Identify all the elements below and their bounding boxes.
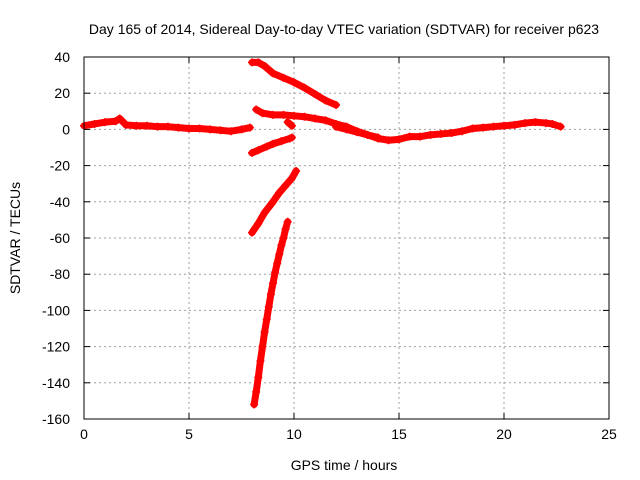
- chart-title: Day 165 of 2014, Sidereal Day-to-day VTE…: [89, 21, 599, 37]
- data-point: [556, 122, 565, 131]
- chart-tick-labels: 0 5 10 15 20 25 -160 -140 -120 -100 -80 -60 -40 -20 0 2…: [42, 49, 617, 442]
- chart-ticks: [83, 56, 610, 420]
- x-tick-label: 10: [286, 426, 302, 442]
- series-band: [322, 96, 340, 109]
- data-point: [245, 123, 254, 132]
- x-tick-label: 5: [185, 426, 193, 442]
- y-tick-label: -160: [42, 411, 70, 427]
- x-tick-label: 25: [601, 426, 617, 442]
- data-point: [332, 100, 340, 109]
- x-axis-label: GPS time / hours: [291, 457, 398, 473]
- data-point: [292, 167, 301, 176]
- series-lower-arc: [248, 133, 296, 157]
- series-short-segment: [283, 118, 296, 130]
- y-tick-label: -60: [50, 230, 70, 246]
- data-point: [283, 217, 292, 226]
- y-tick-label: -100: [42, 302, 70, 318]
- series-baseline-after-gap: [332, 118, 565, 145]
- y-tick-label: -140: [42, 375, 70, 391]
- x-tick-label: 0: [80, 426, 88, 442]
- x-tick-label: 20: [496, 426, 512, 442]
- series-baseline-before-gap: [80, 114, 254, 136]
- y-tick-label: -20: [50, 158, 70, 174]
- chart-points: [80, 58, 565, 409]
- data-point: [287, 121, 296, 130]
- series-upper-arc: [248, 58, 340, 109]
- y-tick-label: 0: [62, 121, 70, 137]
- y-tick-label: -80: [50, 266, 70, 282]
- y-tick-label: -40: [50, 194, 70, 210]
- series-steep-arc-a: [248, 167, 301, 237]
- y-tick-label: 40: [54, 49, 70, 65]
- y-axis-label: SDTVAR / TECUs: [7, 182, 23, 294]
- x-tick-label: 15: [391, 426, 407, 442]
- data-point: [287, 133, 296, 142]
- y-tick-label: 20: [54, 85, 70, 101]
- y-tick-label: -120: [42, 339, 70, 355]
- series-steep-arc-b: [250, 217, 292, 409]
